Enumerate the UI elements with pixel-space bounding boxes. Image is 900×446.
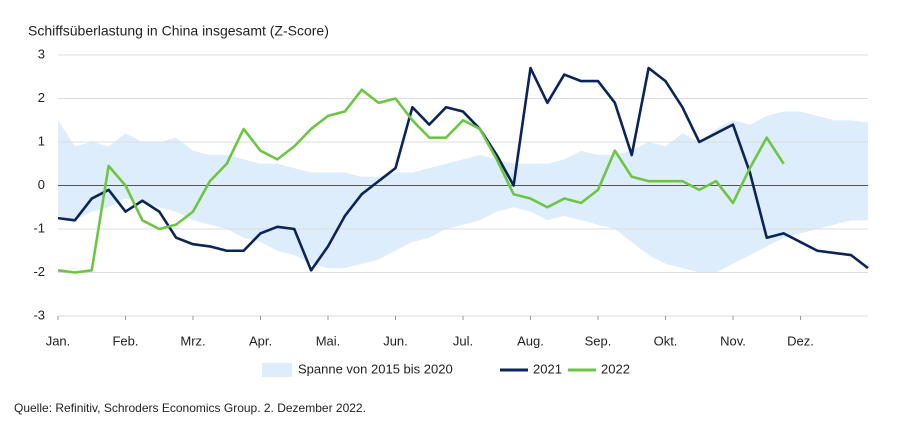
x-tick-label: Aug.	[517, 333, 544, 348]
y-tick-label: -1	[33, 220, 45, 235]
x-tick-label: Nov.	[720, 333, 746, 348]
series-line	[57, 66, 869, 272]
x-tick-label: Mai.	[316, 333, 341, 348]
x-tick-label: Feb.	[112, 333, 138, 348]
series-line	[57, 88, 785, 274]
x-tick-label: Apr.	[249, 333, 272, 348]
legend-swatch	[262, 363, 292, 377]
y-tick-label: 2	[38, 90, 45, 105]
x-tick-label: Dez.	[787, 333, 814, 348]
legend-label: 2021	[533, 361, 562, 376]
legend-label: 2022	[601, 361, 630, 376]
legend-label: Spanne von 2015 bis 2020	[298, 361, 453, 376]
x-tick-label: Okt.	[654, 333, 678, 348]
y-tick-label: 1	[38, 133, 45, 148]
y-tick-label: -3	[33, 307, 45, 322]
range-band	[58, 111, 868, 273]
x-tick-label: Sep.	[585, 333, 612, 348]
x-tick-label: Mrz.	[180, 333, 205, 348]
y-tick-label: 3	[38, 46, 45, 61]
y-tick-label: -2	[33, 264, 45, 279]
chart-title: Schiffsüberlastung in China insgesamt (Z…	[28, 23, 329, 39]
x-tick-label: Jun.	[383, 333, 408, 348]
x-tick-label: Jan.	[46, 333, 71, 348]
y-tick-label: 0	[38, 177, 45, 192]
source-note: Quelle: Refinitiv, Schroders Economics G…	[14, 401, 366, 415]
x-tick-label: Jul.	[453, 333, 473, 348]
